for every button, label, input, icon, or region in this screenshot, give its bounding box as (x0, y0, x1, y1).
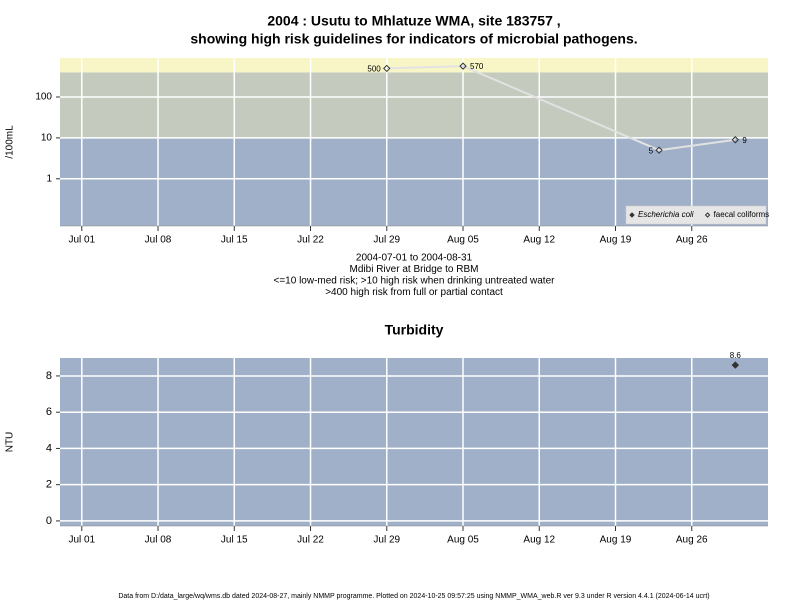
x-tick-label: Jul 01 (68, 535, 95, 546)
risk-band (60, 72, 768, 138)
y-tick-label: 4 (46, 442, 52, 454)
x-tick-label: Aug 12 (523, 235, 555, 246)
footer: Data from D:/data_large/wq/wms.db dated … (118, 593, 709, 600)
note: <=10 low-med risk; >10 high risk when dr… (274, 276, 556, 287)
legend-box (625, 205, 767, 225)
x-tick-label: Jul 08 (145, 535, 172, 546)
note: Mdibi River at Bridge to RBM (350, 264, 479, 275)
x-tick-label: Jul 22 (297, 235, 324, 246)
point (459, 62, 467, 70)
y-tick-label: 1 (46, 173, 52, 184)
x-tick-label: Aug 26 (676, 535, 708, 546)
legend-label: Escherichia coli (638, 210, 694, 219)
point-label: 9 (742, 136, 747, 145)
point-label: 500 (367, 65, 381, 74)
x-tick-label: Jul 08 (145, 235, 172, 246)
y-tick-label: 100 (35, 92, 52, 103)
x-tick-label: Jul 29 (373, 535, 400, 546)
point (731, 361, 740, 369)
plot-background (60, 358, 768, 526)
x-tick-label: Jul 15 (221, 535, 248, 546)
y-tick-label: 6 (46, 406, 52, 418)
x-tick-label: Jul 01 (68, 235, 95, 246)
point-label: 5 (649, 146, 654, 155)
chart-title: Turbidity (385, 322, 444, 338)
point-label: 8.6 (730, 351, 742, 360)
x-tick-label: Jul 22 (297, 535, 324, 546)
point (383, 64, 391, 73)
y-tick-label: 2 (46, 479, 52, 491)
point (731, 136, 740, 144)
chart-title: showing high risk guidelines for indicat… (190, 31, 637, 47)
x-tick-label: Jul 15 (221, 235, 248, 246)
legend-label: faecal coliforms (714, 210, 770, 219)
x-tick-label: Aug 26 (676, 235, 708, 246)
note: 2004-07-01 to 2004-08-31 (356, 253, 473, 264)
y-tick-label: 10 (41, 133, 53, 144)
point-label: 570 (470, 62, 484, 71)
point (655, 146, 663, 154)
x-tick-label: Aug 05 (447, 535, 479, 546)
y-axis-label: /100mL (5, 125, 16, 159)
x-tick-label: Aug 19 (600, 535, 632, 546)
x-tick-label: Aug 05 (447, 235, 479, 246)
x-tick-label: Jul 29 (373, 235, 400, 246)
legend-marker (629, 212, 635, 218)
y-tick-label: 0 (46, 515, 52, 527)
x-tick-label: Aug 19 (600, 235, 632, 246)
risk-band (60, 58, 768, 73)
x-tick-label: Aug 12 (523, 535, 555, 546)
legend-marker (704, 212, 711, 218)
y-tick-label: 8 (46, 370, 52, 382)
chart-title: 2004 : Usutu to Mhlatuze WMA, site 18375… (267, 13, 560, 29)
y-axis-label: NTU (5, 432, 16, 453)
note: >400 high risk from full or partial cont… (325, 287, 503, 298)
series-line (386, 65, 736, 152)
